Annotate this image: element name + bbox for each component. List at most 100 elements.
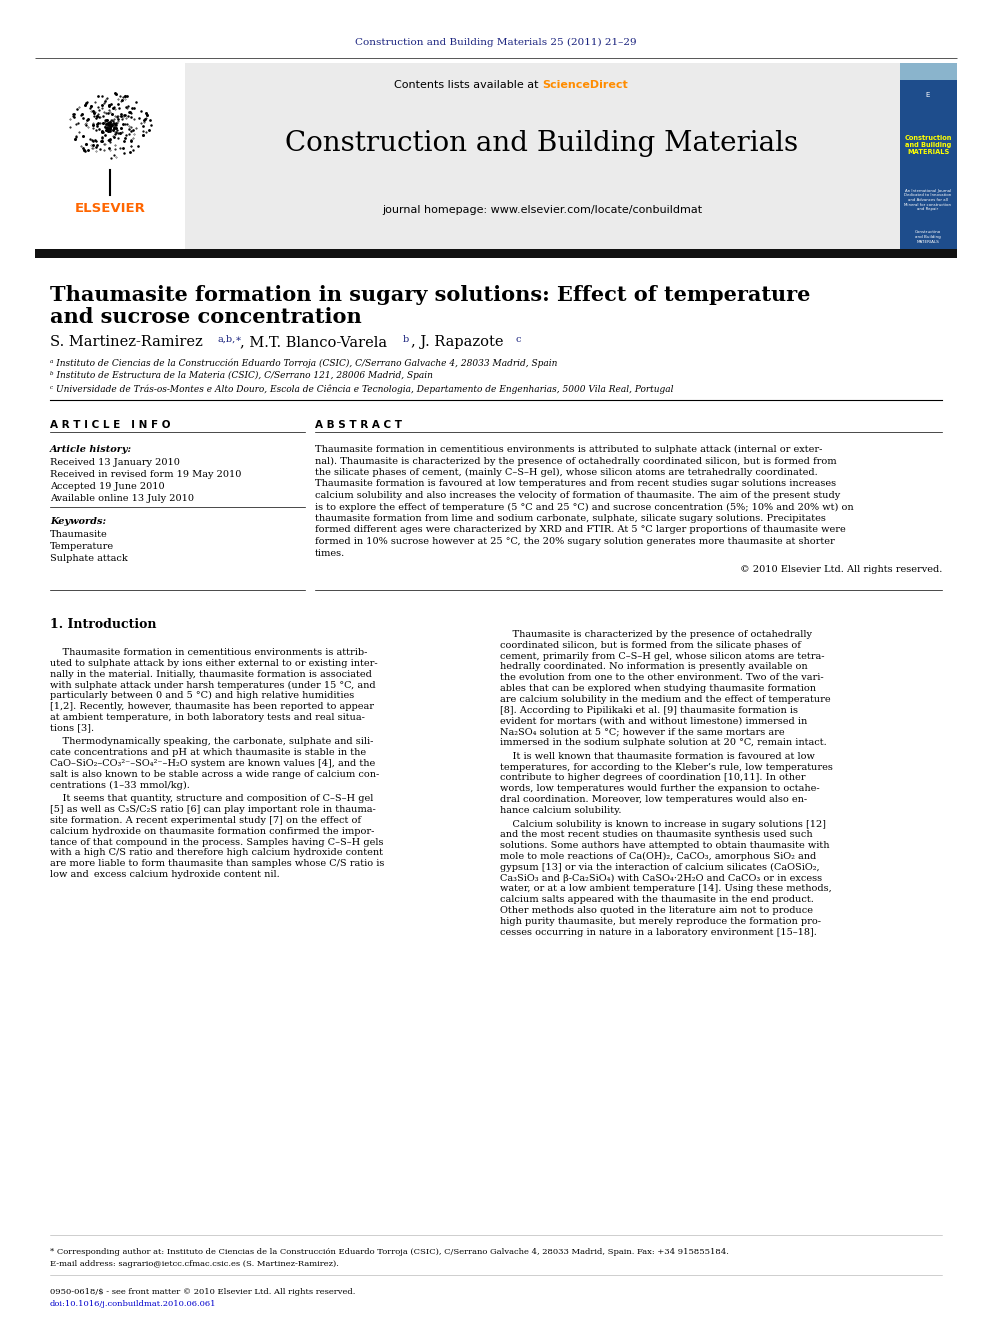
Text: 1. Introduction: 1. Introduction [50, 618, 157, 631]
Text: thaumasite formation from lime and sodium carbonate, sulphate, silicate sugary s: thaumasite formation from lime and sodiu… [315, 515, 826, 523]
Text: hance calcium solubility.: hance calcium solubility. [500, 806, 622, 815]
Text: uted to sulphate attack by ions either external to or existing inter-: uted to sulphate attack by ions either e… [50, 659, 378, 668]
Bar [35, 64, 185, 255]
Text: evident for mortars (with and without limestone) immersed in: evident for mortars (with and without li… [500, 716, 807, 725]
Text: ᵇ Instituto de Estructura de la Materia (CSIC), C/Serrano 121, 28006 Madrid, Spa: ᵇ Instituto de Estructura de la Materia … [50, 370, 433, 380]
Text: It seems that quantity, structure and composition of C–S–H gel: It seems that quantity, structure and co… [50, 794, 373, 803]
Bar [35, 249, 957, 258]
Text: , J. Rapazote: , J. Rapazote [411, 335, 504, 349]
Text: 0950-0618/$ - see front matter © 2010 Elsevier Ltd. All rights reserved.: 0950-0618/$ - see front matter © 2010 El… [50, 1289, 355, 1297]
Text: E: E [926, 93, 930, 98]
Text: formed in 10% sucrose however at 25 °C, the 20% sugary solution generates more t: formed in 10% sucrose however at 25 °C, … [315, 537, 834, 546]
Text: S. Martinez-Ramirez: S. Martinez-Ramirez [50, 335, 202, 349]
Text: tance of that compound in the process. Samples having C–S–H gels: tance of that compound in the process. S… [50, 837, 384, 847]
Text: journal homepage: www.elsevier.com/locate/conbuildmat: journal homepage: www.elsevier.com/locat… [382, 205, 702, 216]
Text: © 2010 Elsevier Ltd. All rights reserved.: © 2010 Elsevier Ltd. All rights reserved… [740, 565, 942, 574]
Text: Sulphate attack: Sulphate attack [50, 554, 128, 564]
Text: ᶜ Universidade de Trás-os-Montes e Alto Douro, Escola de Ciência e Tecnologia, D: ᶜ Universidade de Trás-os-Montes e Alto … [50, 384, 674, 393]
Text: Received 13 January 2010: Received 13 January 2010 [50, 458, 180, 467]
Text: Thaumasite formation is favoured at low temperatures and from recent studies sug: Thaumasite formation is favoured at low … [315, 479, 836, 488]
Text: salt is also known to be stable across a wide range of calcium con-: salt is also known to be stable across a… [50, 770, 379, 779]
Text: * Corresponding author at: Instituto de Ciencias de la Construcción Eduardo Torr: * Corresponding author at: Instituto de … [50, 1248, 729, 1256]
Text: a,b,∗: a,b,∗ [218, 335, 243, 344]
Text: dral coordination. Moreover, low temperatures would also en-: dral coordination. Moreover, low tempera… [500, 795, 807, 804]
Text: low and  excess calcium hydroxide content nil.: low and excess calcium hydroxide content… [50, 871, 280, 878]
Text: E-mail address: sagrario@ietcc.cfmac.csic.es (S. Martinez-Ramirez).: E-mail address: sagrario@ietcc.cfmac.csi… [50, 1259, 339, 1267]
Text: A R T I C L E   I N F O: A R T I C L E I N F O [50, 419, 171, 430]
Text: contribute to higher degrees of coordination [10,11]. In other: contribute to higher degrees of coordina… [500, 774, 806, 782]
Bar [900, 64, 957, 79]
Text: It is well known that thaumasite formation is favoured at low: It is well known that thaumasite formati… [500, 751, 814, 761]
Text: at ambient temperature, in both laboratory tests and real situa-: at ambient temperature, in both laborato… [50, 713, 365, 722]
Text: ᵃ Instituto de Ciencias de la Construcción Eduardo Torroja (CSIC), C/Serrano Gal: ᵃ Instituto de Ciencias de la Construcci… [50, 359, 558, 368]
Text: gypsum [13] or via the interaction of calcium silicates (CaOSiO₂,: gypsum [13] or via the interaction of ca… [500, 863, 819, 872]
Text: Temperature: Temperature [50, 542, 114, 550]
Text: A B S T R A C T: A B S T R A C T [315, 419, 402, 430]
Text: times.: times. [315, 549, 345, 557]
Text: [8]. According to Pipilikaki et al. [9] thaumasite formation is: [8]. According to Pipilikaki et al. [9] … [500, 705, 798, 714]
Text: Thaumasite formation in cementitious environments is attrib-: Thaumasite formation in cementitious env… [50, 648, 367, 658]
Text: Constructino
and Building
MATERIALS: Constructino and Building MATERIALS [915, 230, 941, 243]
Text: nally in the material. Initially, thaumasite formation is associated: nally in the material. Initially, thauma… [50, 669, 372, 679]
Text: Construction and Building Materials: Construction and Building Materials [286, 130, 799, 157]
Text: site formation. A recent experimental study [7] on the effect of: site formation. A recent experimental st… [50, 816, 361, 826]
Text: , M.T. Blanco-Varela: , M.T. Blanco-Varela [240, 335, 387, 349]
Text: with a high C/S ratio and therefore high calcium hydroxide content: with a high C/S ratio and therefore high… [50, 848, 383, 857]
Text: coordinated silicon, but is formed from the silicate phases of: coordinated silicon, but is formed from … [500, 640, 801, 650]
Text: Thaumasite formation in sugary solutions: Effect of temperature: Thaumasite formation in sugary solutions… [50, 284, 810, 306]
Text: Thermodynamically speaking, the carbonate, sulphate and sili-: Thermodynamically speaking, the carbonat… [50, 737, 373, 746]
Text: b: b [403, 335, 410, 344]
Text: c: c [516, 335, 522, 344]
Text: Construction
and Building
MATERIALS: Construction and Building MATERIALS [905, 135, 951, 155]
Bar [185, 64, 900, 255]
Text: Accepted 19 June 2010: Accepted 19 June 2010 [50, 482, 165, 491]
Text: the silicate phases of cement, (mainly C–S–H gel), whose silicon atoms are tetra: the silicate phases of cement, (mainly C… [315, 468, 817, 478]
Text: centrations (1–33 mmol/kg).: centrations (1–33 mmol/kg). [50, 781, 189, 790]
Text: calcium salts appeared with the thaumasite in the end product.: calcium salts appeared with the thaumasi… [500, 896, 813, 904]
Text: cate concentrations and pH at which thaumasite is stable in the: cate concentrations and pH at which thau… [50, 749, 366, 757]
Text: calcium solubility and also increases the velocity of formation of thaumasite. T: calcium solubility and also increases th… [315, 491, 840, 500]
Text: Available online 13 July 2010: Available online 13 July 2010 [50, 493, 194, 503]
Text: is to explore the effect of temperature (5 °C and 25 °C) and sucrose concentrati: is to explore the effect of temperature … [315, 503, 854, 512]
Text: cesses occurring in nature in a laboratory environment [15–18].: cesses occurring in nature in a laborato… [500, 927, 816, 937]
Text: Na₂SO₄ solution at 5 °C; however if the same mortars are: Na₂SO₄ solution at 5 °C; however if the … [500, 728, 785, 736]
Text: and sucrose concentration: and sucrose concentration [50, 307, 362, 327]
Text: formed different ages were characterized by XRD and FTIR. At 5 °C larger proport: formed different ages were characterized… [315, 525, 846, 534]
Text: cement, primarily from C–S–H gel, whose silicon atoms are tetra-: cement, primarily from C–S–H gel, whose … [500, 652, 824, 660]
Text: [5] as well as C₃S/C₂S ratio [6] can play important role in thauma-: [5] as well as C₃S/C₂S ratio [6] can pla… [50, 806, 376, 814]
Text: immersed in the sodium sulphate solution at 20 °C, remain intact.: immersed in the sodium sulphate solution… [500, 738, 826, 747]
Text: Ca₃SiO₃ and β-Ca₂SiO₄) with CaSO₄·2H₂O and CaCO₃ or in excess: Ca₃SiO₃ and β-Ca₂SiO₄) with CaSO₄·2H₂O a… [500, 873, 822, 882]
Text: Received in revised form 19 May 2010: Received in revised form 19 May 2010 [50, 470, 241, 479]
Text: temperatures, for according to the Kleber’s rule, low temperatures: temperatures, for according to the Klebe… [500, 762, 833, 771]
Text: ELSEVIER: ELSEVIER [74, 202, 146, 216]
Text: calcium hydroxide on thaumasite formation confirmed the impor-: calcium hydroxide on thaumasite formatio… [50, 827, 374, 836]
Text: Other methods also quoted in the literature aim not to produce: Other methods also quoted in the literat… [500, 906, 813, 916]
Text: words, low temperatures would further the expansion to octahe-: words, low temperatures would further th… [500, 785, 819, 794]
Text: are calcium solubility in the medium and the effect of temperature: are calcium solubility in the medium and… [500, 695, 830, 704]
Text: CaO–SiO₂–CO₃²⁻–SO₄²⁻–H₂O system are known values [4], and the: CaO–SiO₂–CO₃²⁻–SO₄²⁻–H₂O system are know… [50, 759, 375, 767]
Text: solutions. Some authors have attempted to obtain thaumasite with: solutions. Some authors have attempted t… [500, 841, 829, 851]
Text: An International Journal
Dedicated to Innovation
and Advances for all
Mineral fo: An International Journal Dedicated to In… [905, 189, 951, 212]
Bar [900, 64, 957, 255]
Text: Thaumasite formation in cementitious environments is attributed to sulphate atta: Thaumasite formation in cementitious env… [315, 445, 822, 454]
Text: Contents lists available at: Contents lists available at [394, 79, 542, 90]
Text: and the most recent studies on thaumasite synthesis used such: and the most recent studies on thaumasit… [500, 831, 812, 839]
Text: ScienceDirect: ScienceDirect [542, 79, 628, 90]
Text: Calcium solubility is known to increase in sugary solutions [12]: Calcium solubility is known to increase … [500, 820, 826, 828]
Text: Keywords:: Keywords: [50, 517, 106, 527]
Text: with sulphate attack under harsh temperatures (under 15 °C, and: with sulphate attack under harsh tempera… [50, 680, 376, 689]
Text: the evolution from one to the other environment. Two of the vari-: the evolution from one to the other envi… [500, 673, 823, 683]
Text: mole to mole reactions of Ca(OH)₂, CaCO₃, amorphous SiO₂ and: mole to mole reactions of Ca(OH)₂, CaCO₃… [500, 852, 816, 861]
Text: hedrally coordinated. No information is presently available on: hedrally coordinated. No information is … [500, 663, 807, 671]
Text: Article history:: Article history: [50, 445, 132, 454]
Text: particularly between 0 and 5 °C) and high relative humidities: particularly between 0 and 5 °C) and hig… [50, 691, 354, 700]
Text: [1,2]. Recently, however, thaumasite has been reported to appear: [1,2]. Recently, however, thaumasite has… [50, 703, 374, 710]
Text: nal). Thaumasite is characterized by the presence of octahedrally coordinated si: nal). Thaumasite is characterized by the… [315, 456, 836, 466]
Text: high purity thaumasite, but merely reproduce the formation pro-: high purity thaumasite, but merely repro… [500, 917, 821, 926]
Text: water, or at a low ambient temperature [14]. Using these methods,: water, or at a low ambient temperature [… [500, 884, 831, 893]
Text: ables that can be explored when studying thaumasite formation: ables that can be explored when studying… [500, 684, 816, 693]
Text: doi:10.1016/j.conbuildmat.2010.06.061: doi:10.1016/j.conbuildmat.2010.06.061 [50, 1301, 216, 1308]
Text: tions [3].: tions [3]. [50, 724, 94, 733]
Text: are more liable to form thaumasite than samples whose C/S ratio is: are more liable to form thaumasite than … [50, 859, 384, 868]
Text: Construction and Building Materials 25 (2011) 21–29: Construction and Building Materials 25 (… [355, 38, 637, 48]
